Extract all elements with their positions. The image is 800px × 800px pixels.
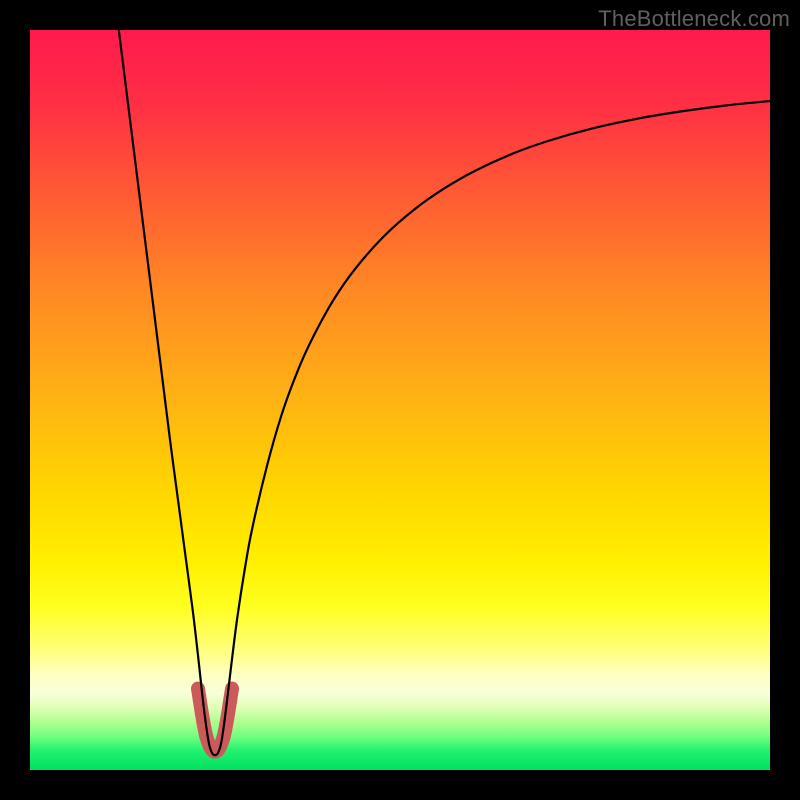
- watermark-text: TheBottleneck.com: [598, 6, 790, 32]
- chart-container: TheBottleneck.com: [0, 0, 800, 800]
- plot-background: [30, 30, 770, 770]
- bottleneck-chart: [0, 0, 800, 800]
